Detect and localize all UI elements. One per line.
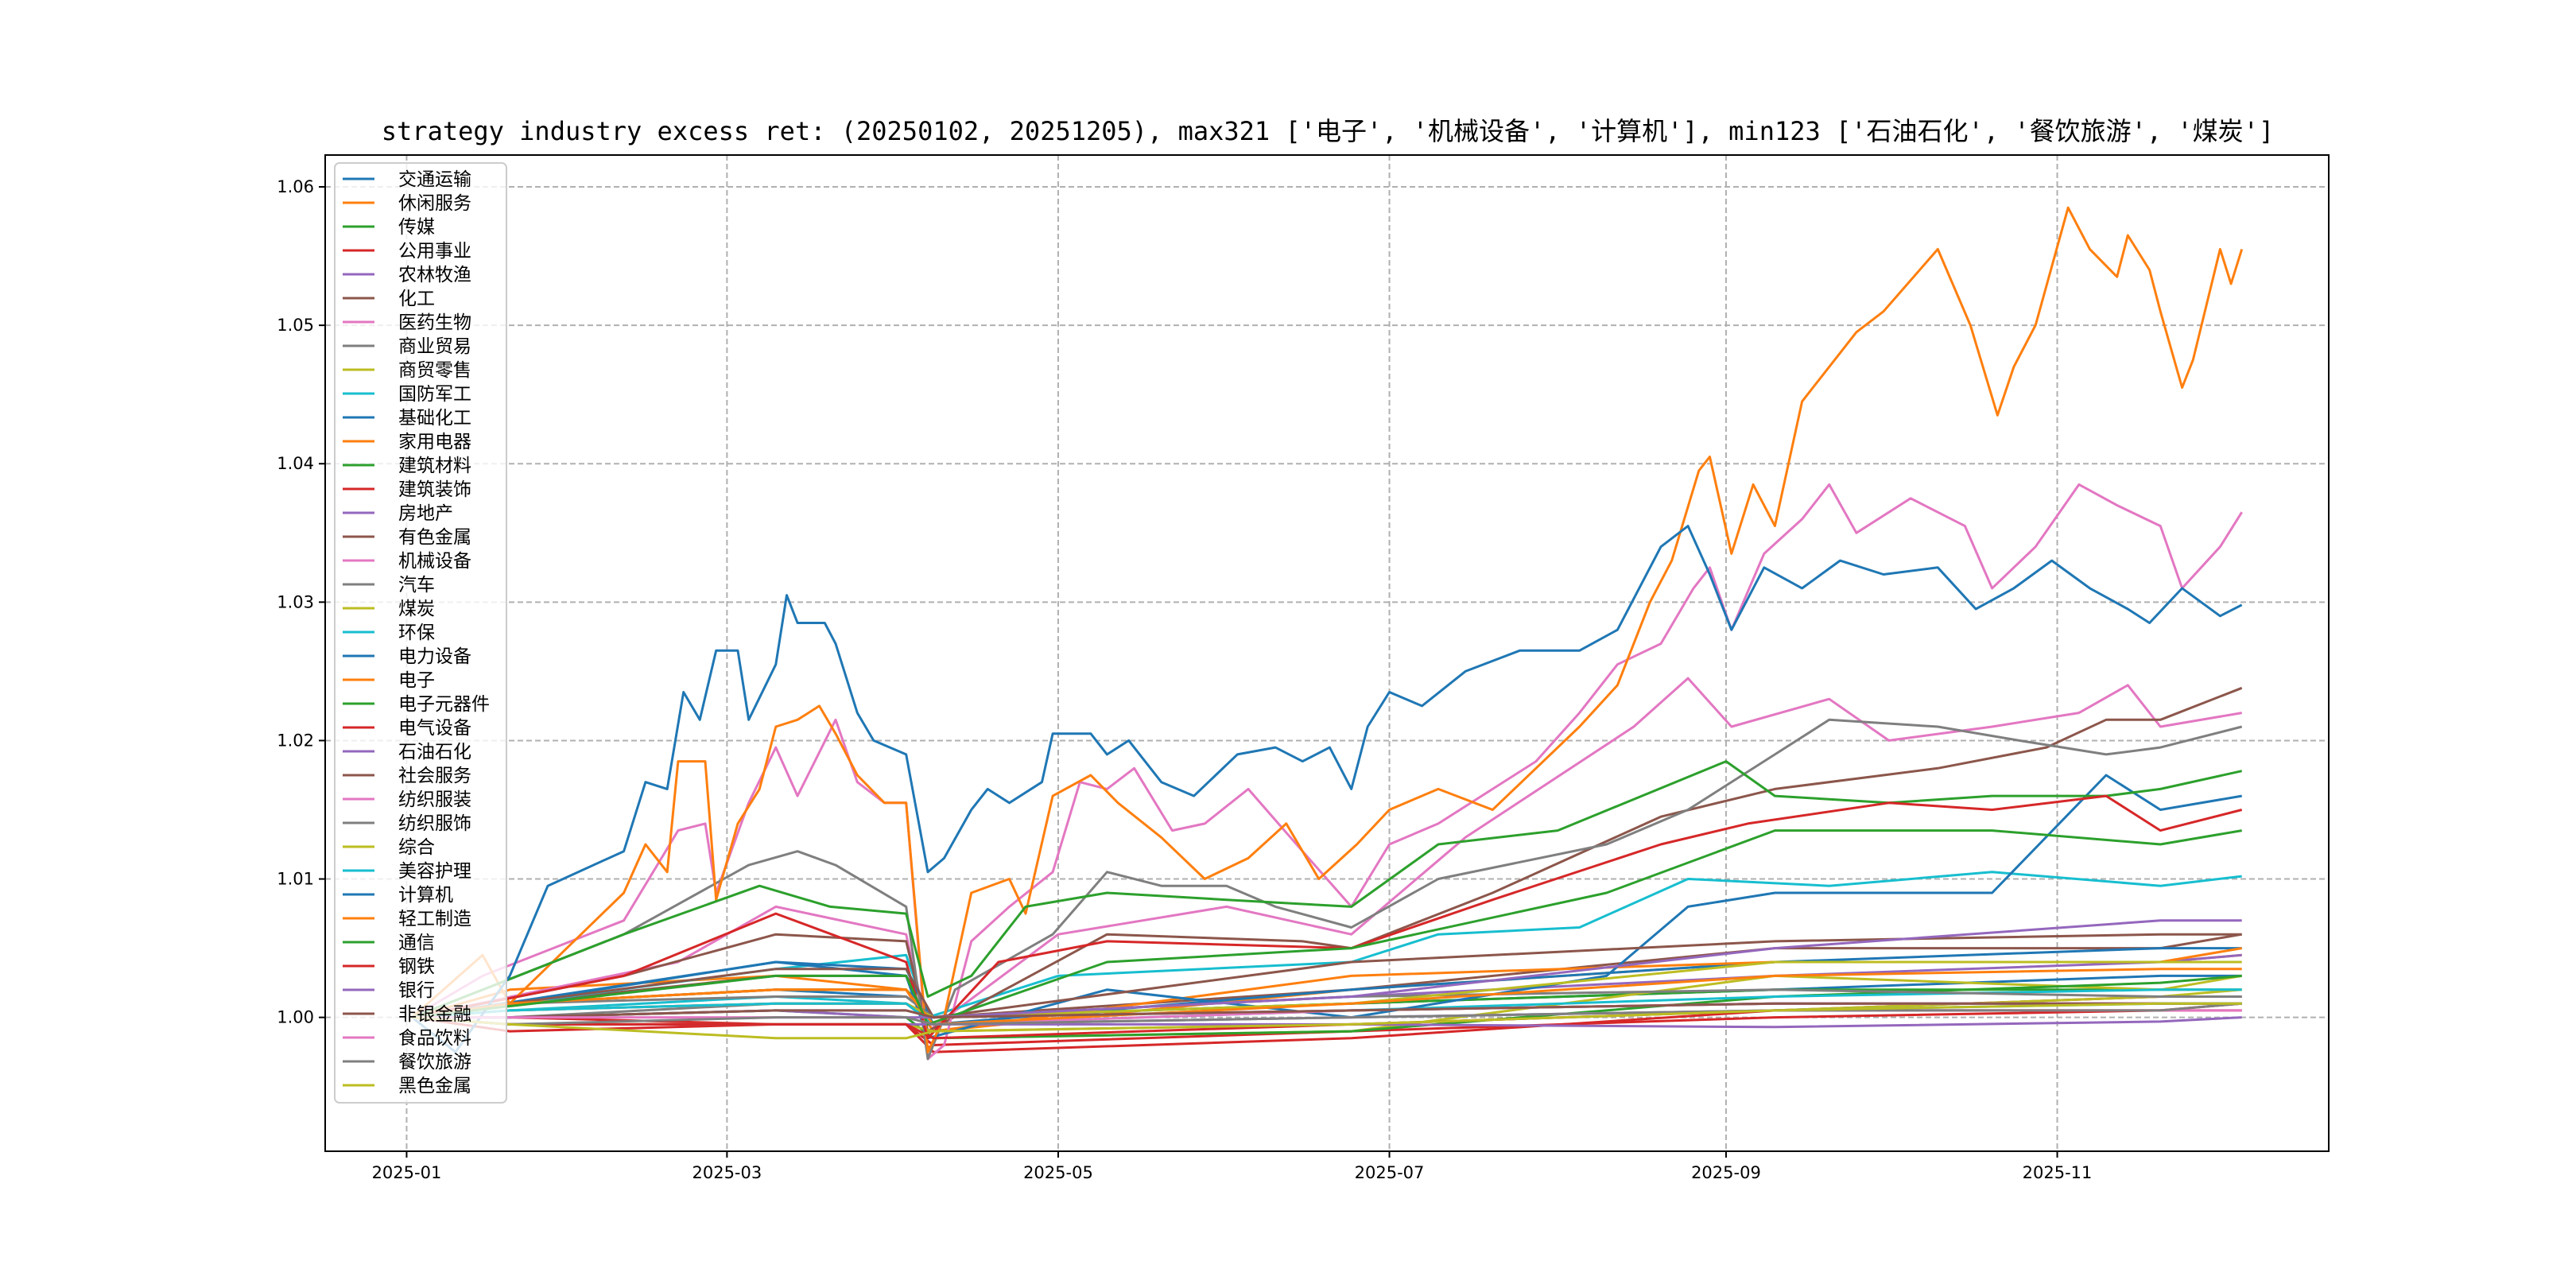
series-line-38 <box>412 1002 2242 1040</box>
y-tick-label: 1.05 <box>277 316 314 335</box>
legend-label: 机械设备 <box>398 551 471 572</box>
legend-label: 环保 <box>398 623 435 643</box>
legend-label: 银行 <box>398 980 435 1001</box>
series-line-21 <box>411 206 2244 1053</box>
legend-label: 社会服务 <box>398 766 471 786</box>
legend-label: 基础化工 <box>398 408 471 429</box>
x-axis: 2025-01 2025-03 2025-05 2025-07 2025-09 2025-… <box>372 1151 2093 1182</box>
x-tick-label: 2025-11 <box>2023 1163 2093 1182</box>
legend-label: 家用电器 <box>398 432 471 452</box>
series-line-32 <box>412 829 2242 1026</box>
legend-label: 房地产 <box>398 503 453 524</box>
legend-label: 电子 <box>398 670 435 691</box>
series-line-37 <box>412 1002 2242 1026</box>
series-line-30 <box>411 525 2243 1053</box>
legend-label: 汽车 <box>398 575 435 596</box>
legend-label: 建筑装饰 <box>398 479 471 500</box>
y-tick-label: 1.00 <box>277 1008 314 1027</box>
series-line-6 <box>411 677 2242 1033</box>
y-tick-label: 1.02 <box>277 731 314 750</box>
y-tick-label: 1.04 <box>277 454 314 473</box>
legend-label: 医药生物 <box>398 312 471 333</box>
series-line-35 <box>412 1002 2242 1019</box>
series-line-22 <box>411 760 2243 1018</box>
legend-label: 电力设备 <box>398 646 471 667</box>
legend-label: 商业贸易 <box>398 336 471 357</box>
legend-label: 餐饮旅游 <box>398 1052 471 1073</box>
x-tick-label: 2025-05 <box>1023 1163 1093 1182</box>
y-tick-label: 1.01 <box>277 870 314 889</box>
series-line-9 <box>412 871 2242 1019</box>
legend-label: 综合 <box>398 837 435 858</box>
legend-label: 农林牧渔 <box>398 265 471 285</box>
legend-label: 钢铁 <box>398 956 435 977</box>
legend-label: 有色金属 <box>398 527 471 548</box>
legend-label: 休闲服务 <box>398 193 471 214</box>
legend-label: 电气设备 <box>398 718 471 739</box>
legend-label: 国防军工 <box>398 384 471 405</box>
legend-label: 黑色金属 <box>398 1076 471 1096</box>
series-line-23 <box>412 794 2243 1040</box>
legend-label: 公用事业 <box>398 241 471 262</box>
legend-label: 化工 <box>398 289 435 309</box>
legend-label: 计算机 <box>398 885 453 906</box>
x-tick-label: 2025-09 <box>1691 1163 1761 1182</box>
legend-label: 电子元器件 <box>398 694 490 715</box>
legend-label: 轻工制造 <box>398 909 471 929</box>
y-tick-label: 1.06 <box>277 177 314 196</box>
legend: 交通运输休闲服务传媒公用事业农林牧渔化工医药生物商业贸易商贸零售国防军工基础化工… <box>334 162 507 1104</box>
chart-title: strategy industry excess ret: (20250102,… <box>382 116 2274 146</box>
x-tick-label: 2025-01 <box>372 1163 442 1182</box>
legend-label: 石油石化 <box>398 742 471 762</box>
legend-label: 交通运输 <box>398 169 471 190</box>
legend-label: 美容护理 <box>398 861 471 882</box>
x-tick-label: 2025-07 <box>1355 1163 1425 1182</box>
x-tick-label: 2025-03 <box>692 1163 762 1182</box>
legend-label: 建筑材料 <box>398 456 471 476</box>
legend-label: 非银金融 <box>398 1004 471 1025</box>
series-lines <box>411 206 2244 1061</box>
legend-box <box>334 162 507 1104</box>
y-axis: 1.00 1.01 1.02 1.03 1.04 1.05 1.06 <box>277 177 325 1027</box>
legend-label: 食品饮料 <box>398 1028 471 1049</box>
legend-label: 纺织服饰 <box>398 813 471 834</box>
series-line-17 <box>411 718 2243 1061</box>
legend-label: 纺织服装 <box>398 789 471 810</box>
y-tick-label: 1.03 <box>277 592 314 611</box>
series-line-16 <box>411 483 2243 1061</box>
legend-label: 商贸零售 <box>398 360 471 381</box>
legend-label: 煤炭 <box>398 599 435 619</box>
plot-frame <box>324 154 2330 1152</box>
legend-label: 传媒 <box>398 217 435 238</box>
legend-label: 通信 <box>398 933 435 953</box>
